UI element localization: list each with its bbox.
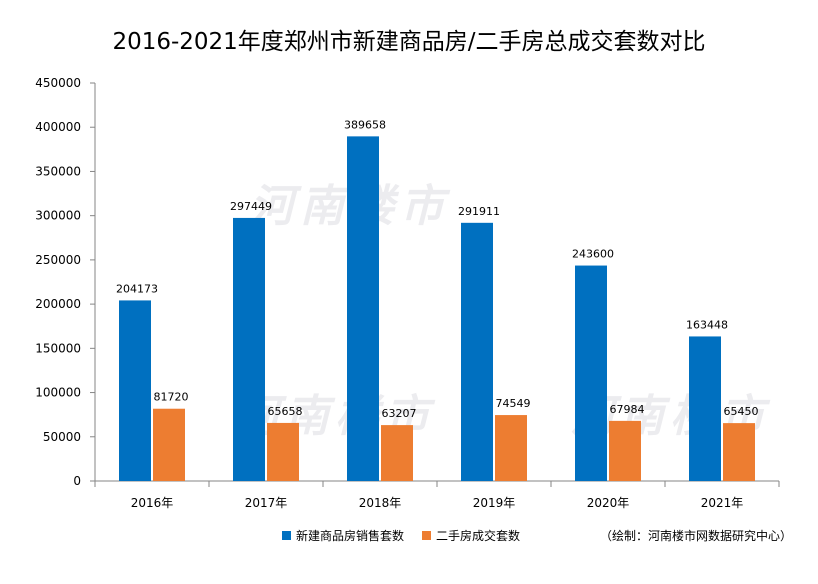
- y-tick-label: 450000: [35, 76, 81, 90]
- bar-new-housing: [575, 265, 607, 481]
- data-label: 65658: [268, 405, 303, 418]
- y-tick-label: 150000: [35, 341, 81, 355]
- y-tick-label: 350000: [35, 164, 81, 178]
- y-tick-label: 300000: [35, 209, 81, 223]
- legend-label-new: 新建商品房销售套数: [296, 529, 405, 543]
- x-tick-label: 2016年: [131, 496, 174, 510]
- y-tick-label: 100000: [35, 386, 81, 400]
- bar-second-hand: [723, 423, 755, 481]
- data-label: 297449: [230, 200, 272, 213]
- bar-new-housing: [461, 222, 493, 482]
- data-label: 204173: [116, 282, 158, 295]
- y-tick-label: 250000: [35, 253, 81, 267]
- y-tick-label: 0: [73, 474, 81, 488]
- bar-new-housing: [119, 300, 151, 481]
- x-tick-label: 2018年: [359, 496, 402, 510]
- bar-second-hand: [609, 420, 641, 481]
- bar-second-hand: [381, 425, 413, 481]
- legend-item-used: 二手房成交套数: [422, 527, 520, 544]
- bar-second-hand: [267, 422, 299, 481]
- bar-new-housing: [689, 336, 721, 481]
- y-tick-label: 50000: [43, 430, 81, 444]
- bar-new-housing: [233, 217, 265, 481]
- data-label: 163448: [686, 318, 728, 331]
- x-tick-label: 2020年: [587, 496, 630, 510]
- data-label: 81720: [154, 391, 189, 404]
- legend: 新建商品房销售套数 二手房成交套数: [282, 527, 520, 544]
- x-tick-label: 2019年: [473, 496, 516, 510]
- source-note: （绘制：河南楼市网数据研究中心）: [600, 529, 793, 543]
- y-tick-label: 200000: [35, 297, 81, 311]
- data-label: 291911: [458, 205, 500, 218]
- bar-new-housing: [347, 136, 379, 481]
- legend-swatch-new: [282, 531, 291, 540]
- y-tick-label: 400000: [35, 120, 81, 134]
- data-label: 67984: [610, 403, 645, 416]
- legend-swatch-used: [422, 531, 432, 540]
- data-label: 389658: [344, 118, 386, 131]
- data-label: 74549: [496, 397, 531, 410]
- chart-title: 2016-2021年度郑州市新建商品房/二手房总成交套数对比: [112, 29, 706, 55]
- x-tick-label: 2017年: [245, 496, 288, 510]
- data-label: 63207: [382, 407, 417, 420]
- data-label: 243600: [572, 248, 614, 261]
- x-tick-label: 2021年: [701, 496, 744, 510]
- bar-second-hand: [153, 408, 185, 481]
- legend-label-used: 二手房成交套数: [436, 529, 521, 543]
- bar-second-hand: [495, 415, 527, 481]
- legend-item-new: 新建商品房销售套数: [282, 527, 404, 544]
- data-label: 65450: [724, 405, 759, 418]
